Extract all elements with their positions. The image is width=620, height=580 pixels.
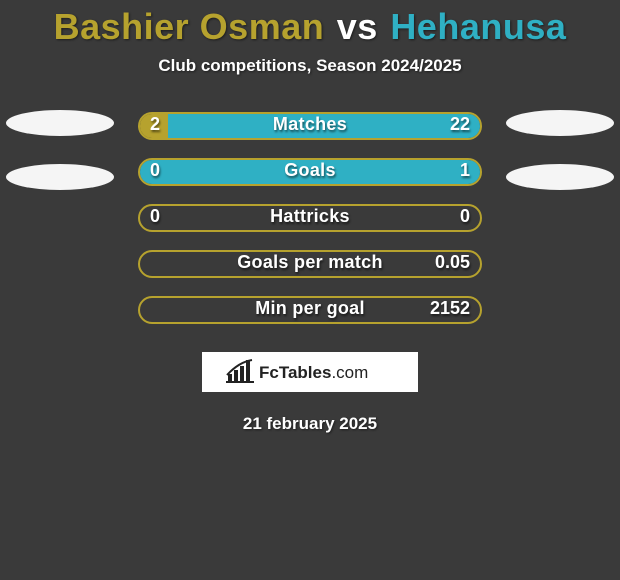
- date-label: 21 february 2025: [0, 414, 620, 434]
- player-shadow-left: [6, 164, 114, 190]
- player2-name: Hehanusa: [390, 6, 566, 47]
- comparison-infographic: Bashier Osman vs Hehanusa Club competiti…: [0, 0, 620, 580]
- logo-text-thin: .com: [331, 363, 368, 382]
- logo-text-bold: FcTables: [259, 363, 331, 382]
- page-title: Bashier Osman vs Hehanusa: [0, 6, 620, 48]
- bar-chart-icon: [226, 360, 254, 382]
- player-shadow-left: [6, 110, 114, 136]
- stat-bar: [138, 158, 482, 186]
- logo-text: FcTables.com: [259, 363, 368, 382]
- stat-row: Goals01: [0, 150, 620, 196]
- stat-bar: [138, 112, 482, 140]
- stat-value-left: 0: [150, 206, 160, 227]
- stat-fill-right: [168, 114, 480, 138]
- logo-box: FcTables.com: [202, 352, 418, 392]
- stat-bar: [138, 250, 482, 278]
- subtitle: Club competitions, Season 2024/2025: [0, 56, 620, 76]
- stat-fill-right: [140, 160, 480, 184]
- fctables-logo: FcTables.com: [225, 358, 395, 386]
- stat-row: Hattricks00: [0, 196, 620, 242]
- stat-row: Min per goal2152: [0, 288, 620, 334]
- player-shadow-right: [506, 110, 614, 136]
- stat-row: Goals per match0.05: [0, 242, 620, 288]
- player-shadow-right: [506, 164, 614, 190]
- stat-value-right: 0: [460, 206, 470, 227]
- stat-value-right: 1: [460, 160, 470, 181]
- stat-value-right: 2152: [430, 298, 470, 319]
- vs-label: vs: [337, 6, 378, 47]
- stat-value-left: 2: [150, 114, 160, 135]
- stat-bar: [138, 204, 482, 232]
- stat-row: Matches222: [0, 104, 620, 150]
- stats-container: Matches222Goals01Hattricks00Goals per ma…: [0, 104, 620, 334]
- stat-value-right: 0.05: [435, 252, 470, 273]
- stat-value-left: 0: [150, 160, 160, 181]
- stat-value-right: 22: [450, 114, 470, 135]
- player1-name: Bashier Osman: [54, 6, 325, 47]
